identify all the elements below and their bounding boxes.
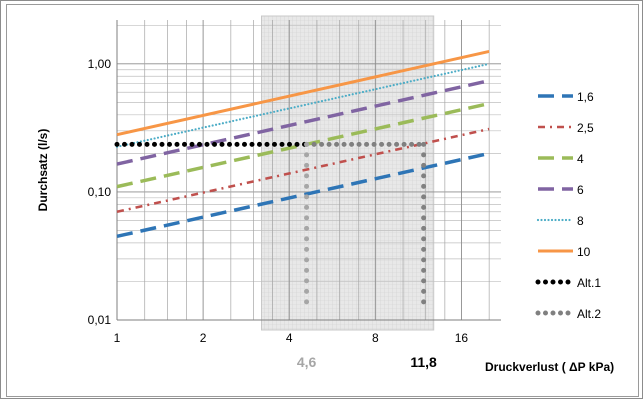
y-tick-label: 0,10: [88, 185, 112, 199]
x-tick-label: 4: [286, 331, 293, 345]
legend-label: 8: [577, 214, 584, 228]
series-line: [116, 101, 490, 189]
series-line: [115, 62, 491, 148]
legend-label: 4: [577, 152, 584, 166]
highlight-value-label: 4,6: [297, 354, 317, 370]
x-tick-label: 8: [372, 331, 379, 345]
series-line: [116, 151, 490, 239]
series-line: [116, 127, 490, 213]
x-axis-label: Druckverlust ( ΔP kPa): [485, 360, 614, 374]
chart-area: [6, 4, 639, 397]
legend-label: Alt.2: [577, 307, 601, 321]
series-line: [116, 49, 490, 137]
y-axis-label: Durchsatz (l/s): [36, 129, 50, 212]
highlight-value-label: 11,8: [410, 354, 437, 370]
x-tick-label: 1: [114, 331, 121, 345]
series-line: [116, 78, 490, 166]
x-tick-label: 2: [200, 331, 207, 345]
legend-label: Alt.1: [577, 276, 601, 290]
legend-label: 6: [577, 183, 584, 197]
x-tick-label: 16: [455, 331, 469, 345]
legend-label: 10: [577, 245, 591, 259]
y-tick-label: 0,01: [88, 313, 112, 327]
y-tick-label: 1,00: [88, 57, 112, 71]
legend-label: 1,6: [577, 90, 594, 104]
legend-label: 2,5: [577, 121, 594, 135]
